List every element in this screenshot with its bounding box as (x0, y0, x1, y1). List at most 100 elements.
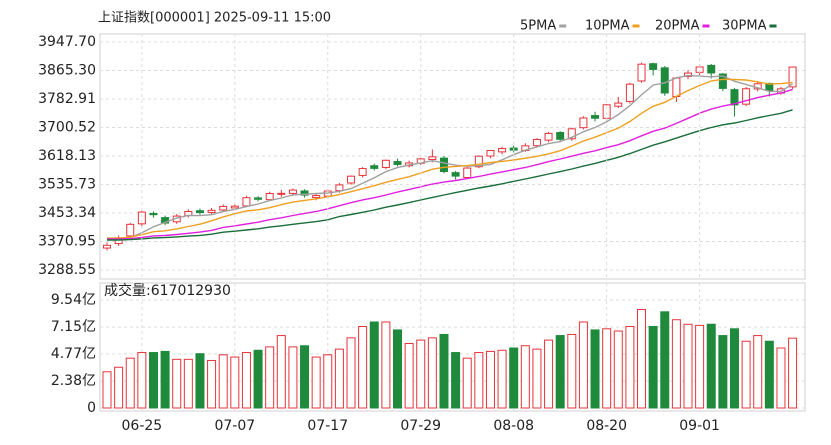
ma-line (107, 109, 793, 241)
candle-body (103, 244, 111, 249)
volume-bar (695, 324, 705, 409)
volume-bar (602, 328, 612, 409)
volume-bar (578, 321, 588, 409)
candle-body (358, 168, 367, 176)
volume-bar (637, 309, 647, 409)
volume-bar (427, 337, 437, 409)
volume-bar (671, 319, 681, 409)
ma-line (106, 74, 793, 241)
x-tick-label: 09-01 (679, 418, 720, 434)
candle-body (556, 132, 565, 140)
candle-body (230, 205, 239, 209)
candle-body (393, 161, 402, 165)
candle-body (254, 197, 263, 200)
volume-bar (532, 348, 542, 409)
volume-bar (416, 339, 426, 409)
volume-bar (567, 333, 577, 409)
candle-body (718, 73, 727, 89)
volume-bar (439, 333, 449, 409)
x-tick-label: 08-08 (493, 418, 534, 434)
y-tick-label: 4.77亿 (51, 346, 96, 362)
volume-bar (125, 357, 135, 409)
volume-panel (99, 282, 806, 412)
volume-bar (311, 356, 321, 409)
y-tick-label: 3782.91 (38, 91, 96, 107)
candle-body (660, 67, 669, 94)
y-tick-label: 2.38亿 (51, 373, 96, 389)
volume-bar (451, 352, 461, 409)
x-tick-label: 07-07 (214, 418, 255, 434)
volume-bar (555, 335, 565, 409)
candle-body (335, 184, 344, 192)
candle-body (381, 159, 390, 168)
y-tick-label: 3453.34 (38, 205, 96, 221)
candle-body (451, 172, 460, 177)
volume-bar (137, 352, 147, 409)
y-tick-label: 3618.13 (38, 148, 96, 164)
volume-bar (648, 326, 658, 409)
x-tick-label: 06-25 (122, 418, 163, 434)
candle-body (567, 128, 576, 140)
volume-bar (230, 356, 240, 409)
candle-body (300, 190, 309, 196)
volume-bar (683, 323, 693, 409)
candle-body (370, 165, 379, 169)
candle-body (672, 77, 681, 98)
volume-bar (253, 349, 263, 409)
candle-body (625, 83, 634, 102)
volume-bar (381, 321, 391, 409)
candle-body (439, 157, 448, 173)
volume-bar (718, 335, 728, 409)
y-tick-label: 0 (87, 400, 96, 416)
y-tick-label: 3370.95 (38, 233, 96, 249)
candle-body (277, 192, 286, 195)
volume-bar (346, 337, 356, 409)
candle-body (428, 156, 437, 161)
volume-bar (218, 354, 228, 409)
candle-body (614, 102, 623, 107)
y-tick-label: 3865.30 (38, 63, 96, 79)
candle-body (707, 64, 716, 74)
candle-body (219, 205, 228, 211)
candle-body (591, 115, 600, 119)
candle-body (788, 66, 797, 88)
volume-bar (265, 346, 275, 409)
volume-bar (207, 359, 217, 409)
volume-bar (369, 321, 379, 409)
volume-bar (788, 337, 798, 409)
volume-bar (729, 328, 739, 409)
candle-body (347, 175, 356, 184)
volume-bar (706, 323, 716, 409)
y-tick-label: 3947.70 (38, 34, 96, 50)
chart-title: 上证指数[000001] 2025-09-11 15:00 (98, 11, 331, 26)
candle-body (498, 148, 507, 153)
volume-title: 成交量:617012930 (104, 282, 231, 299)
volume-bar (183, 358, 193, 409)
candle-body (195, 210, 204, 213)
legend-label: 5PMA (520, 19, 556, 34)
candle-body (312, 195, 321, 199)
volume-bar (148, 352, 158, 409)
volume-bar (520, 345, 530, 409)
volume-bar (288, 346, 298, 409)
volume-bar (485, 350, 495, 409)
candle-body (242, 197, 251, 207)
volume-bar (462, 357, 472, 409)
x-tick-label: 08-20 (586, 418, 627, 434)
volume-bar (195, 353, 205, 409)
volume-bar (393, 329, 402, 409)
candle-body (265, 193, 274, 201)
volume-bar (776, 347, 786, 409)
candle-body (637, 63, 646, 82)
y-tick-label: 3535.73 (38, 177, 96, 193)
legend-label: 20PMA (655, 19, 700, 34)
candle-body (137, 211, 146, 225)
x-tick-label: 07-17 (307, 418, 348, 434)
volume-bar (334, 348, 344, 409)
y-tick-label: 3288.55 (38, 262, 96, 278)
ma-line (106, 78, 793, 239)
volume-bar (358, 326, 368, 409)
candle-body (730, 89, 739, 106)
candle-body (474, 155, 483, 168)
candle-body (486, 150, 495, 157)
